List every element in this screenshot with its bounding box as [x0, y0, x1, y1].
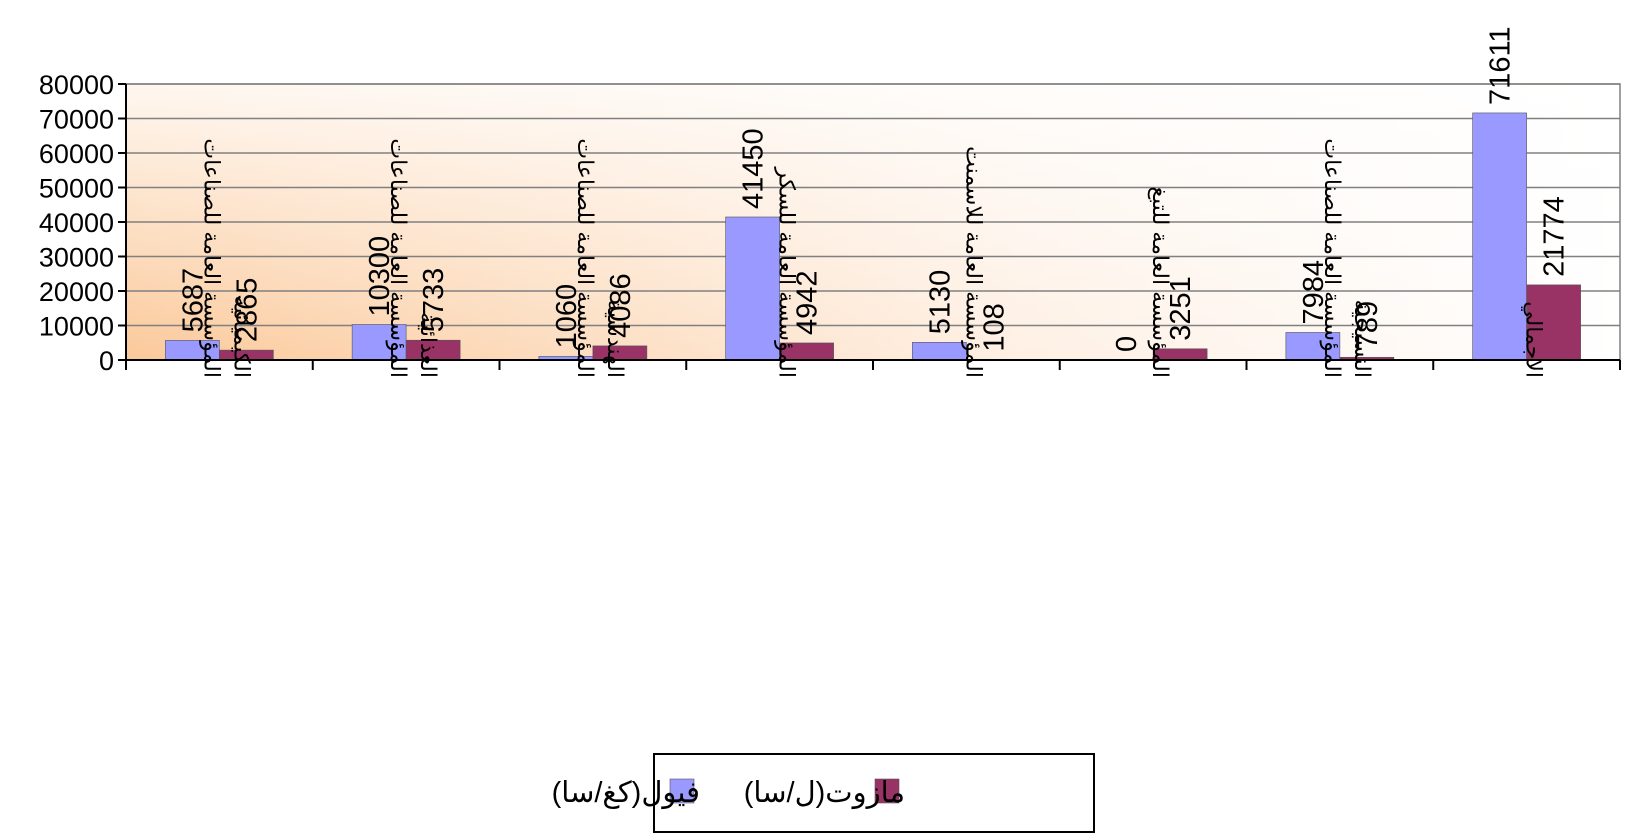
- y-tick-label: 10000: [39, 312, 114, 342]
- data-label: 71611: [1485, 26, 1517, 105]
- category-label: المؤسسة العامة للصناعات: [386, 138, 411, 378]
- plot-area: [126, 84, 1620, 360]
- y-tick-label: 70000: [39, 105, 114, 135]
- category-label: الاجمالي: [1521, 301, 1547, 378]
- data-label: 0: [1111, 336, 1143, 352]
- bar: [912, 342, 966, 360]
- y-tick-label: 40000: [39, 208, 114, 238]
- category-label: المؤسسة العامة للصناعات: [1320, 138, 1345, 378]
- legend: فيول(كغ/سا) مازوت(ل/سا): [552, 754, 1094, 832]
- bar: [726, 217, 780, 360]
- category-label: المؤسسة العامة للصناعات: [199, 138, 224, 378]
- data-label: 5130: [924, 270, 956, 335]
- y-tick-label: 80000: [39, 70, 114, 100]
- y-tick-label: 20000: [39, 277, 114, 307]
- category-label: النسيجية: [1350, 300, 1375, 378]
- category-label: المؤسسة العامة للصناعات: [573, 138, 598, 378]
- data-label: 41450: [738, 128, 770, 209]
- y-tick-label: 50000: [39, 174, 114, 204]
- legend-label: فيول(كغ/سا): [552, 777, 700, 809]
- category-label: الغذائية: [416, 312, 441, 378]
- y-axis: 0 10000 20000 30000 40000 50000 60000 70000 8000…: [39, 70, 126, 376]
- category-label: المؤسسة العامة للاسمنت: [961, 146, 986, 378]
- bar: [1473, 113, 1527, 360]
- category-label: الهندسية: [603, 300, 628, 378]
- y-tick-label: 60000: [39, 139, 114, 169]
- legend-label: مازوت(ل/سا): [744, 777, 905, 809]
- y-tick-label: 0: [99, 346, 114, 376]
- data-label: 21774: [1539, 196, 1571, 277]
- category-label: الكيميائية: [229, 296, 254, 378]
- category-label: المؤسسة العامة للتبغ: [1148, 186, 1173, 378]
- category-label: المؤسسة العامة للسكر: [775, 166, 800, 378]
- y-tick-label: 30000: [39, 243, 114, 273]
